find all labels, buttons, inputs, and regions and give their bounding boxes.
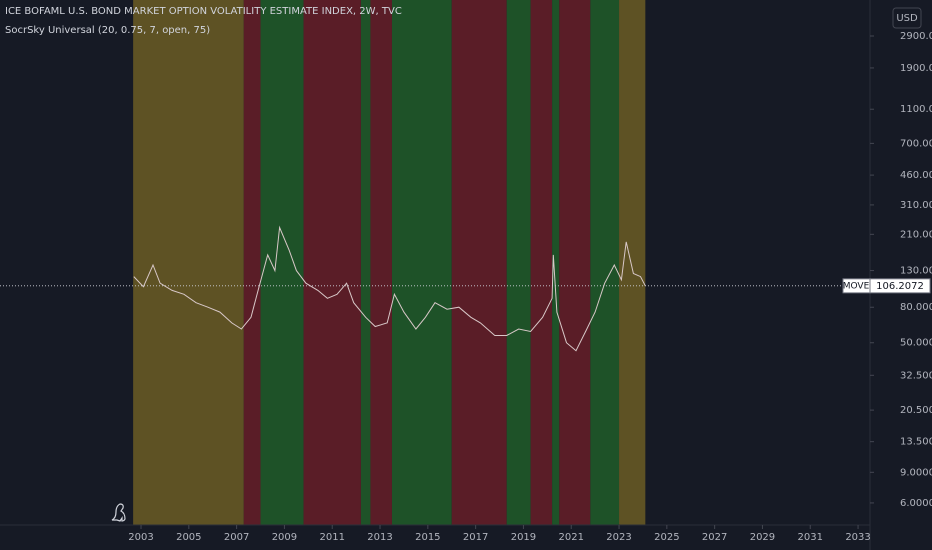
y-tick-label: 1100.0000 xyxy=(900,104,932,115)
y-tick-label: 1900.0000 xyxy=(900,63,932,74)
price-line xyxy=(133,225,646,352)
y-tick-label: 460.0000 xyxy=(900,170,932,181)
y-tick-label: 20.5000 xyxy=(900,405,932,416)
regime-band xyxy=(243,0,261,525)
price-label: 106.2072 xyxy=(876,281,924,292)
regime-band xyxy=(559,0,591,525)
x-tick-label: 2021 xyxy=(559,532,584,543)
regime-band xyxy=(360,0,371,525)
regime-band xyxy=(506,0,531,525)
y-tick-label: 80.0000 xyxy=(900,302,932,313)
x-tick-label: 2025 xyxy=(654,532,679,543)
x-tick-label: 2023 xyxy=(606,532,631,543)
x-tick-label: 2019 xyxy=(511,532,536,543)
regime-band xyxy=(552,0,560,525)
regime-band xyxy=(260,0,304,525)
x-tick-label: 2007 xyxy=(224,532,249,543)
symbol-label: MOVE xyxy=(843,281,870,291)
regime-band xyxy=(303,0,361,525)
y-tick-label: 32.5000 xyxy=(900,370,932,381)
currency-box[interactable] xyxy=(892,7,922,29)
currency[interactable]: USD xyxy=(896,13,918,24)
regime-band xyxy=(133,0,244,525)
y-tick-label: 13.5000 xyxy=(900,437,932,448)
y-tick-label: 6.0000 xyxy=(900,498,932,509)
regime-band xyxy=(590,0,620,525)
regime-band xyxy=(619,0,646,525)
y-tick-label: 700.0000 xyxy=(900,138,932,149)
x-tick-label: 2033 xyxy=(845,532,870,543)
y-tick-label: 210.0000 xyxy=(900,229,932,240)
regime-band xyxy=(391,0,452,525)
regime-band xyxy=(451,0,507,525)
indicator-label: SocrSky Universal (20, 0.75, 7, open, 75… xyxy=(5,25,210,36)
x-tick-label: 2013 xyxy=(367,532,392,543)
x-tick-label: 2015 xyxy=(415,532,440,543)
price-tag xyxy=(869,278,931,294)
regime-band xyxy=(370,0,392,525)
x-tick-label: 2029 xyxy=(750,532,775,543)
x-tick-label: 2017 xyxy=(463,532,488,543)
x-tick-label: 2009 xyxy=(272,532,297,543)
regime-band xyxy=(530,0,553,525)
x-tick-label: 2003 xyxy=(128,532,153,543)
y-tick-label: 9.0000 xyxy=(900,467,932,478)
y-tick-label: 2900.0000 xyxy=(900,31,932,42)
logo xyxy=(111,503,126,522)
x-tick-label: 2027 xyxy=(702,532,727,543)
x-tick-label: 2005 xyxy=(176,532,201,543)
y-tick-label: 50.0000 xyxy=(900,338,932,349)
x-tick-label: 2011 xyxy=(319,532,344,543)
x-tick-label: 2031 xyxy=(798,532,823,543)
y-tick-label: 130.0000 xyxy=(900,266,932,277)
chart-title: ICE BOFAML U.S. BOND MARKET OPTION VOLAT… xyxy=(5,6,402,17)
y-tick-label: 310.0000 xyxy=(900,200,932,211)
